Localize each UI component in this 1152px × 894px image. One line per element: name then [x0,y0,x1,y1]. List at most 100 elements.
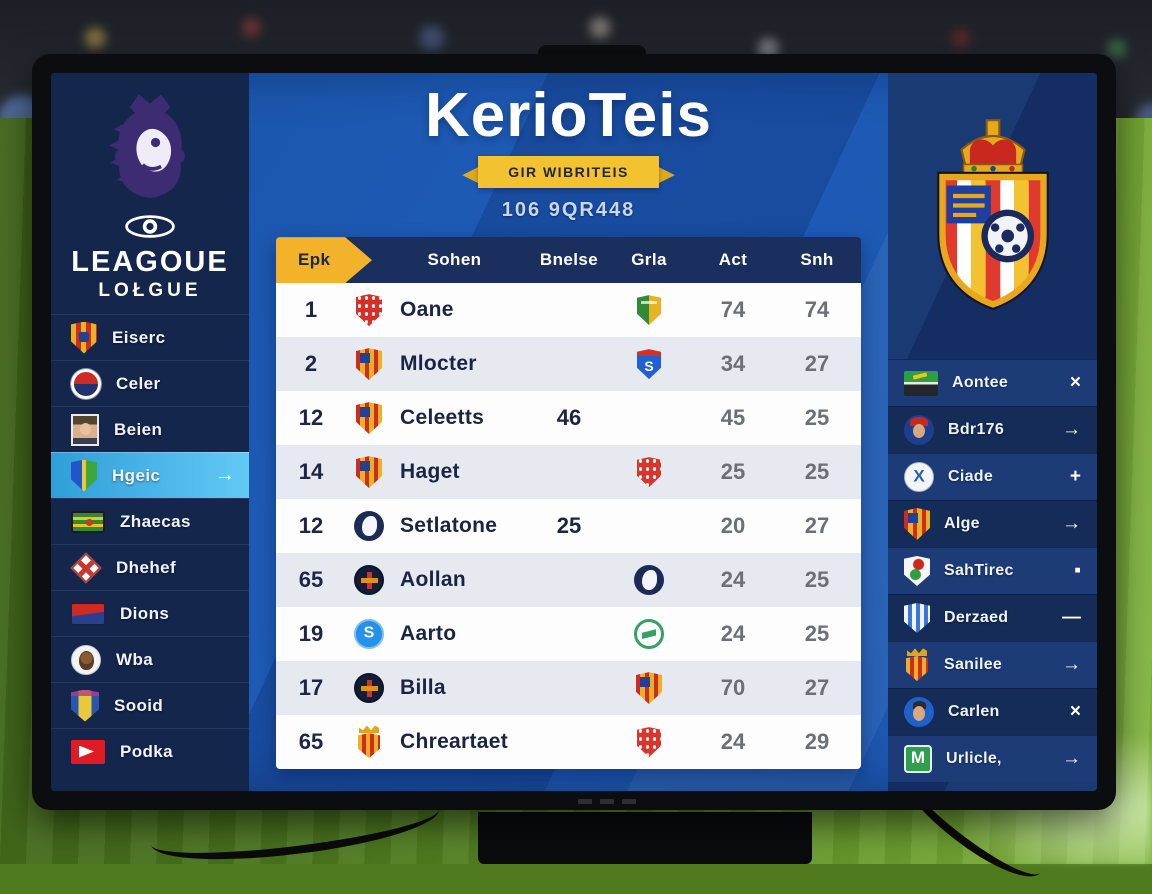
right-panel-item-1[interactable]: Aontee × [888,359,1097,406]
act-cell: 24 [720,567,746,593]
bezel-logo-marks [578,799,636,804]
circle-monkey-icon [71,644,101,675]
rank-cell: 14 [298,459,324,485]
standings-table: Epk Sohen Bnelse Grla Act Snh 1 Oane 74 74 2… [276,237,861,770]
crest-yellowblue-icon [71,689,99,722]
right-panel-item-8[interactable]: Carlen × [888,688,1097,735]
ribbon-banner: GIR WIBRITEIS [478,156,659,189]
act-cell: 24 [720,621,746,647]
crest-barca-icon [356,456,382,489]
sidebar-item-label: Eiserc [112,327,166,347]
badge-green-ring-icon [634,619,664,650]
sidebar-item-6[interactable]: Dhehef [51,544,249,590]
right-panel-item-4[interactable]: Alge → [888,500,1097,547]
circle-x-white-icon [904,462,934,492]
rank-cell: 65 [298,567,324,593]
header-snh[interactable]: Snh [800,250,834,270]
table-row[interactable]: 12 Celeetts 46 45 25 [276,391,861,446]
crest-lion-icon [634,565,664,596]
table-row[interactable]: 19 Aarto 24 25 [276,607,861,662]
table-row[interactable]: 65 Aollan 24 25 [276,553,861,608]
circle-cross-dark-icon [354,565,384,596]
act-cell: 70 [720,675,746,701]
right-panel-item-6[interactable]: Derzaed — [888,594,1097,641]
right-panel-item-5[interactable]: SahTirec ▪ [888,547,1097,594]
sidebar-items: Eiserc Celer Beien Hgeic → Zhaecas Dhehef Dions… [51,314,249,774]
minus-icon[interactable]: — [1062,607,1081,628]
sidebar-item-label: Celer [116,373,161,393]
arrow-right-icon[interactable]: → [1062,513,1081,534]
league-logo-area: LEAGOUE LOŁGUE [51,73,249,302]
team-crest-cell [346,294,392,327]
sidebar-item-3[interactable]: Beien [51,406,249,452]
sidebar-item-8[interactable]: Wba [51,636,249,682]
table-row[interactable]: 2 Mlocter 34 27 [276,337,861,392]
table-row[interactable]: 65 Chreartaet 24 29 [276,715,861,770]
table-row[interactable]: 1 Oane 74 74 [276,283,861,338]
shield-s-blue-icon [637,349,661,380]
snh-cell: 74 [804,297,830,323]
header-value[interactable]: Bnelse [539,250,599,270]
portrait-icon [71,413,99,446]
badge-red-icon [637,457,661,488]
sidebar-item-5[interactable]: Zhaecas [51,498,249,544]
rank-cell: 12 [298,405,324,431]
header-badge[interactable]: Grla [631,250,667,270]
team-crest-cell [346,511,392,542]
club-crest-area [888,73,1097,359]
square-icon[interactable]: ▪ [1074,560,1081,581]
eye-crest-icon [125,215,175,238]
add-icon[interactable]: + [1069,466,1081,487]
badge-cell [605,295,693,326]
badge-cell [605,349,693,380]
sidebar-item-label: Hgeic [112,465,161,485]
header-tab-pos[interactable]: Epk [276,237,372,284]
sidebar-item-1[interactable]: Eiserc [51,314,249,360]
avatar-blue-icon [904,697,934,727]
rank-cell: 65 [298,729,324,755]
arrow-right-icon[interactable]: → [1062,748,1081,769]
team-crest-cell [346,402,392,435]
table-row[interactable]: 14 Haget 25 25 [276,445,861,500]
square-m-green-icon [904,745,932,773]
act-cell: 25 [720,459,746,485]
header-team[interactable]: Sohen [427,250,482,270]
sidebar-item-9[interactable]: Sooid [51,682,249,728]
league-logo-subtitle: LOŁGUE [98,280,202,301]
sidebar-item-10[interactable]: Podka [51,728,249,774]
diamond-cross-icon [70,551,102,584]
club-crest-icon [936,119,1049,311]
right-item-label: SahTirec [944,562,1014,579]
right-item-label: Sanilee [944,656,1003,673]
arrow-right-icon[interactable]: → [1062,654,1081,675]
sidebar-item-2[interactable]: Celer [51,360,249,406]
sidebar-item-label: Sooid [114,695,164,715]
right-panel-item-2[interactable]: Bdr176 → [888,406,1097,453]
table-row[interactable]: 12 Setlatone 25 20 27 [276,499,861,554]
team-crest-cell [346,348,392,381]
sidebar-item-7[interactable]: Dions [51,590,249,636]
right-panel-item-7[interactable]: Sanilee → [888,641,1097,688]
sidebar-item-4[interactable]: Hgeic → [51,452,249,498]
close-icon[interactable]: × [1069,372,1081,393]
league-logo-title: LEAGOUE [71,246,229,278]
header-act[interactable]: Act [718,250,748,270]
badge-cell [605,727,693,758]
table-header: Epk Sohen Bnelse Grla Act Snh [276,237,861,284]
right-panel-item-3[interactable]: Ciade + [888,453,1097,500]
arrow-right-icon[interactable]: → [1062,419,1081,440]
right-panel-items: Aontee × Bdr176 → Ciade + Alge → SahTirec ▪ Derzae… [888,359,1097,782]
monitor: LEAGOUE LOŁGUE Eiserc Celer Beien Hgeic → Zha… [32,54,1116,810]
table-row[interactable]: 17 Billa 70 27 [276,661,861,716]
rank-cell: 1 [304,297,318,323]
arrow-right-icon[interactable]: → [215,464,235,486]
value-cell: 25 [556,513,582,539]
team-crest-cell [346,456,392,489]
screen: LEAGOUE LOŁGUE Eiserc Celer Beien Hgeic → Zha… [51,73,1097,791]
right-panel-item-9[interactable]: Urlicle, → [888,735,1097,782]
crest-lion-icon [354,511,384,542]
right-item-label: Bdr176 [948,421,1005,438]
snh-cell: 27 [804,675,830,701]
act-cell: 34 [720,351,746,377]
close-icon[interactable]: × [1069,701,1081,722]
